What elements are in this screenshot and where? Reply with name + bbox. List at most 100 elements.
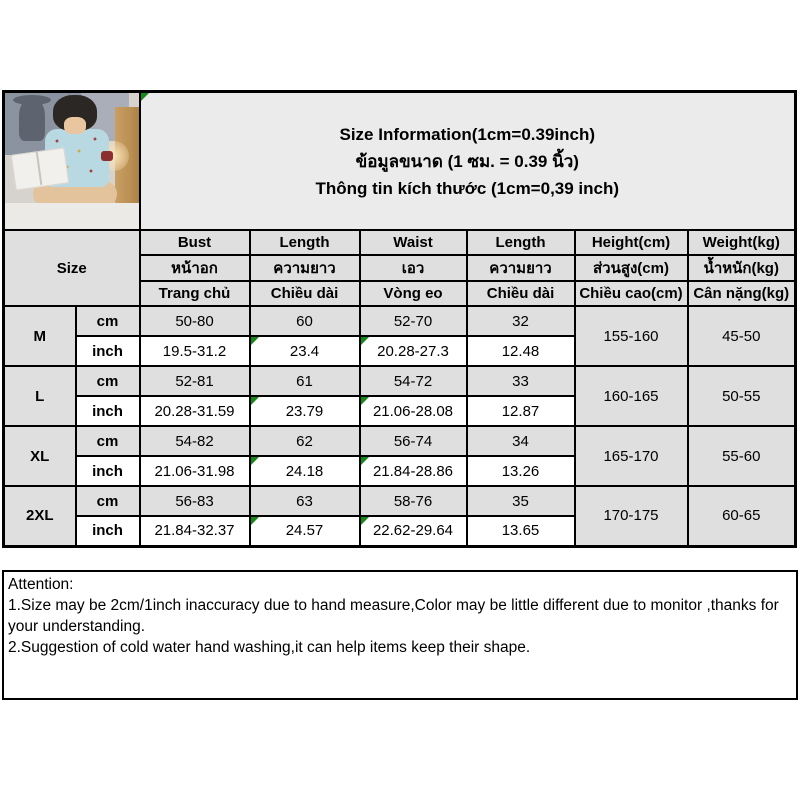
cell-waist-inch: 22.62-29.64 [358,515,468,547]
unit-cm-label: cm [74,485,141,517]
attention-box: Attention: 1.Size may be 2cm/1inch inacc… [2,570,798,700]
cell-length-cm: 61 [248,365,361,397]
cell-value: 21.84-28.86 [372,462,454,480]
model-photo [5,93,138,229]
cell-value: 20.28-27.3 [377,342,449,360]
cell-bust-inch: 19.5-31.2 [138,335,251,367]
header-weight-th: น้ำหนัก(kg) [686,254,797,282]
cell-length-inch: 24.18 [248,455,361,487]
header-bust-en: Bust [138,229,251,256]
unit-inch-label: inch [74,455,141,487]
header-length-vi: Chiều dài [248,280,361,307]
note-triangle-icon [251,338,259,345]
unit-inch-label: inch [74,335,141,367]
cell-height: 155-160 [573,305,689,367]
deer-print-shape [13,95,51,141]
cell-length-inch: 23.79 [248,395,361,427]
wood-bedframe-shape [115,107,138,229]
note-triangle-icon [251,518,259,525]
title-th: ข้อมูลขนาด (1 ซม. = 0.39 นิ้ว) [355,151,579,171]
cell-length-inch: 24.57 [248,515,361,547]
header-bust-th: หน้าอก [138,254,251,282]
cell-length2-inch: 12.87 [465,395,576,427]
title-cell: Size Information(1cm=0.39inch) ข้อมูลขนา… [138,90,797,231]
header-height-en: Height(cm) [573,229,689,256]
size-row-label: 2XL [2,485,77,547]
header-length2-vi: Chiều dài [465,280,576,307]
face-shape [64,117,86,134]
cell-height: 160-165 [573,365,689,427]
cell-waist-cm: 54-72 [358,365,468,397]
header-length-en: Length [248,229,361,256]
sleeve-cuff-shape [101,151,113,161]
attention-note-1: 1.Size may be 2cm/1inch inaccuracy due t… [8,597,779,635]
header-height-vi: Chiều cao(cm) [573,280,689,307]
cell-bust-cm: 54-82 [138,425,251,457]
header-length2-en: Length [465,229,576,256]
header-waist-en: Waist [358,229,468,256]
cell-length2-inch: 13.65 [465,515,576,547]
cell-length2-inch: 12.48 [465,335,576,367]
unit-inch-label: inch [74,515,141,547]
cell-value: 23.4 [289,342,320,360]
unit-cm-label: cm [74,305,141,337]
cell-height: 170-175 [573,485,689,547]
note-triangle-icon [361,458,369,465]
note-triangle-icon [251,398,259,405]
size-row-label: XL [2,425,77,487]
size-row-label: M [2,305,77,367]
cell-value: 22.62-29.64 [372,522,454,540]
cell-waist-inch: 21.84-28.86 [358,455,468,487]
cell-value: 24.57 [285,522,324,540]
unit-cm-label: cm [74,365,141,397]
cell-weight: 50-55 [686,365,797,427]
header-weight-en: Weight(kg) [686,229,797,256]
cell-bust-cm: 56-83 [138,485,251,517]
cell-bust-cm: 52-81 [138,365,251,397]
cell-length-cm: 60 [248,305,361,337]
header-length2-th: ความยาว [465,254,576,282]
cell-length2-cm: 32 [465,305,576,337]
header-weight-vi: Cân nặng(kg) [686,280,797,307]
header-waist-vi: Vòng eo [358,280,468,307]
cell-length2-inch: 13.26 [465,455,576,487]
note-triangle-icon [361,518,369,525]
attention-heading: Attention: [8,576,74,593]
cell-bust-inch: 21.84-32.37 [138,515,251,547]
cell-bust-inch: 20.28-31.59 [138,395,251,427]
cell-bust-cm: 50-80 [138,305,251,337]
cell-length-cm: 62 [248,425,361,457]
cell-value: 21.06-28.08 [372,402,454,420]
cell-waist-cm: 58-76 [358,485,468,517]
cell-bust-inch: 21.06-31.98 [138,455,251,487]
cell-length2-cm: 33 [465,365,576,397]
size-header: Size [2,229,141,307]
header-length-th: ความยาว [248,254,361,282]
cell-length2-cm: 35 [465,485,576,517]
cell-weight: 55-60 [686,425,797,487]
cell-waist-inch: 20.28-27.3 [358,335,468,367]
cell-weight: 45-50 [686,305,797,367]
size-row-label: L [2,365,77,427]
cell-length-cm: 63 [248,485,361,517]
title-en: Size Information(1cm=0.39inch) [339,124,596,144]
cell-waist-cm: 52-70 [358,305,468,337]
cell-height: 165-170 [573,425,689,487]
cell-weight: 60-65 [686,485,797,547]
cell-waist-inch: 21.06-28.08 [358,395,468,427]
cell-value: 23.79 [285,402,324,420]
size-chart-table: Size Information(1cm=0.39inch) ข้อมูลขนา… [2,90,798,548]
title-vi: Thông tin kích thước (1cm=0,39 inch) [315,178,620,198]
cell-length2-cm: 34 [465,425,576,457]
note-triangle-icon [251,458,259,465]
note-triangle-icon [361,398,369,405]
note-triangle-icon [141,93,149,101]
product-photo-cell [2,90,141,231]
cell-value: 24.18 [285,462,324,480]
cell-length-inch: 23.4 [248,335,361,367]
blanket-shape [5,203,138,229]
cell-waist-cm: 56-74 [358,425,468,457]
header-waist-th: เอว [358,254,468,282]
note-triangle-icon [361,338,369,345]
header-height-th: ส่วนสูง(cm) [573,254,689,282]
